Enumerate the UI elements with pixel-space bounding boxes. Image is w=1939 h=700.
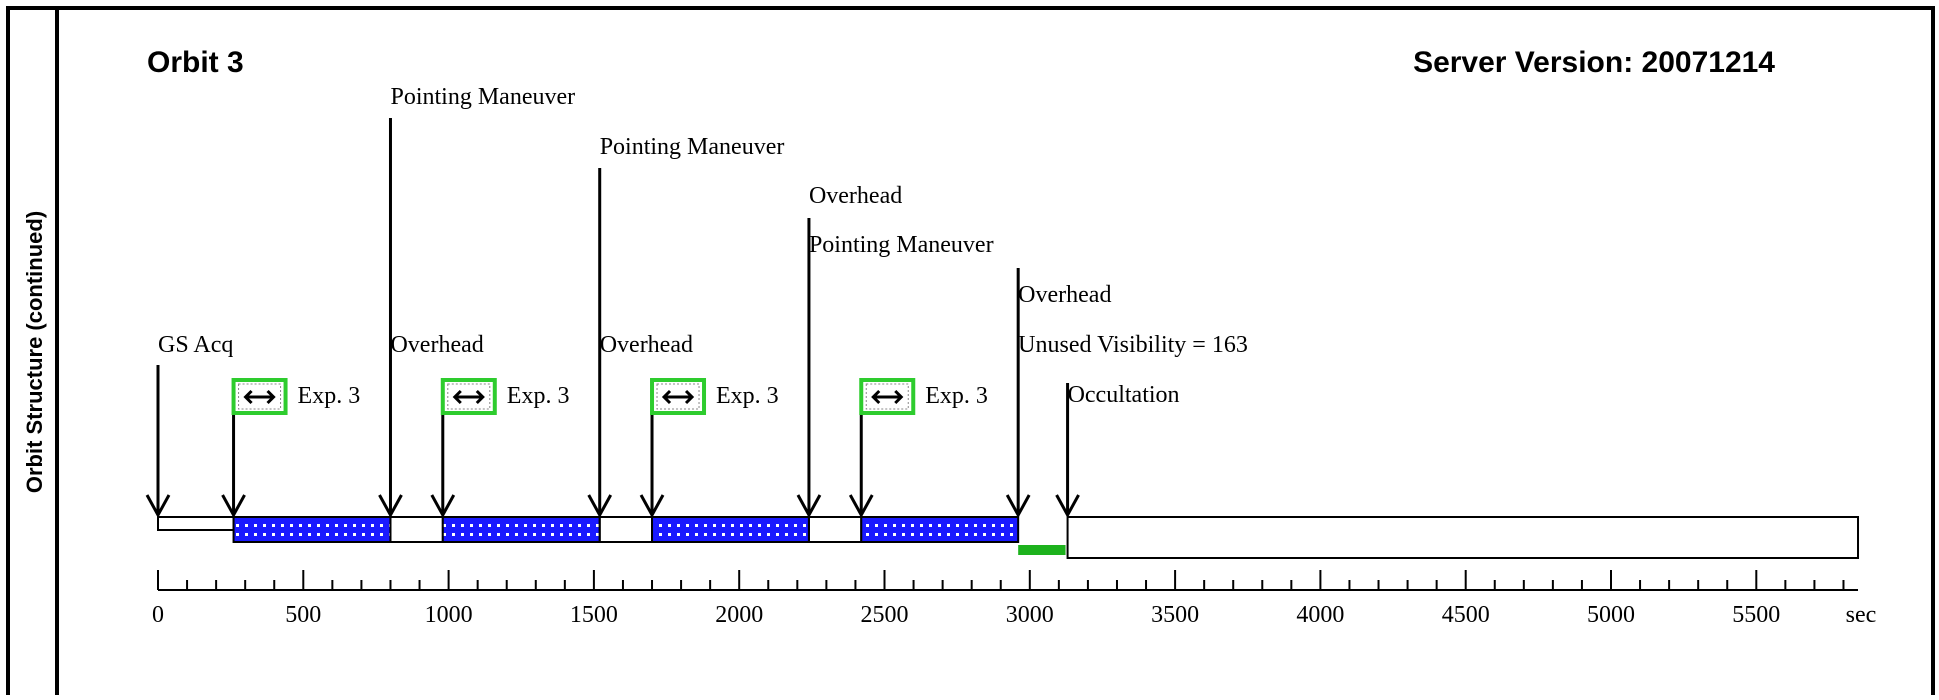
exposure-arrow (848, 494, 874, 519)
overhead-segment (807, 516, 863, 543)
double-arrow-icon (452, 389, 485, 405)
event-label: Overhead (390, 332, 483, 358)
event-label: Unused Visibility = 163 (1018, 332, 1248, 358)
exposure-label: Exp. 3 (298, 383, 361, 409)
exposure-block (651, 516, 810, 543)
double-arrow-icon (871, 389, 904, 405)
event-label: Occultation (1068, 382, 1180, 408)
event-arrow (145, 494, 171, 519)
axis-unit-label: sec (1846, 602, 1877, 628)
overhead-segment (598, 516, 654, 543)
sidebar-label: Orbit Structure (continued) (22, 211, 47, 493)
orbit-title: Orbit 3 (147, 46, 244, 79)
axis-tick-label: 3500 (1151, 602, 1199, 628)
event-label: Overhead (1018, 282, 1111, 308)
occultation-block (1066, 516, 1860, 559)
overhead-segment (157, 516, 235, 531)
event-label: Overhead (600, 332, 693, 358)
event-arrow (1005, 494, 1031, 519)
axis-tick-label: 5000 (1587, 602, 1635, 628)
axis-tick-label: 500 (285, 602, 321, 628)
exposure-arrow (221, 494, 246, 519)
axis-tick-label: 1500 (570, 602, 618, 628)
axis-tick-label: 4500 (1442, 602, 1490, 628)
double-arrow-icon (661, 389, 695, 405)
axis-tick-label: 2000 (715, 602, 763, 628)
event-label: Pointing Maneuver (600, 134, 785, 160)
event-arrow (1055, 494, 1080, 519)
event-label: Pointing Maneuver (809, 232, 994, 258)
exposure-block (441, 516, 601, 543)
double-arrow-icon (243, 389, 276, 405)
axis-tick-label: 3000 (1006, 602, 1054, 628)
axis-tick-label: 4000 (1296, 602, 1344, 628)
axis-tick-label: 0 (152, 602, 164, 628)
exposure-arrow (639, 494, 665, 519)
axis-tick-label: 5500 (1732, 602, 1780, 628)
event-arrow (378, 494, 403, 519)
server-version: Server Version: 20071214 (1413, 46, 1775, 79)
exposure-arrow (430, 494, 456, 519)
event-label: Pointing Maneuver (390, 84, 575, 110)
exposure-block (232, 516, 392, 543)
outer-border (6, 6, 1935, 700)
overhead-segment (389, 516, 444, 543)
event-arrow (587, 494, 613, 519)
unused-visibility-bar (1018, 545, 1066, 555)
exposure-label: Exp. 3 (716, 383, 779, 409)
axis-tick-label: 1000 (425, 602, 473, 628)
exposure-label: Exp. 3 (507, 383, 570, 409)
event-label: Overhead (809, 183, 902, 209)
event-arrow (796, 494, 822, 519)
axis-tick-label: 2500 (861, 602, 909, 628)
exposure-block (860, 516, 1020, 543)
exposure-label: Exp. 3 (925, 383, 988, 409)
event-label: GS Acq (158, 332, 233, 358)
timeline: GS Acq Pointing Maneuver Overhead Pointing … (145, 84, 1877, 628)
